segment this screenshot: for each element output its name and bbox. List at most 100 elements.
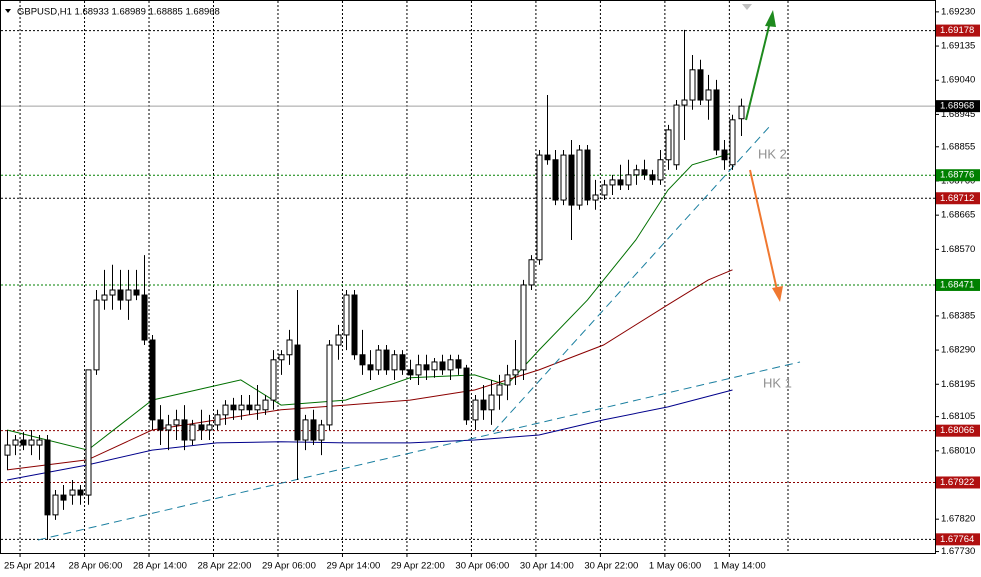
- y-tick-label: 1.68665: [941, 210, 975, 221]
- level-label: 1.68968: [940, 101, 974, 112]
- candle-body: [560, 154, 567, 201]
- candle-body: [133, 289, 140, 296]
- level-label-bg: [936, 424, 980, 437]
- y-tick-label: 1.68105: [941, 411, 975, 422]
- candle-body: [472, 399, 479, 421]
- candle-body: [165, 424, 172, 431]
- candle-body: [512, 369, 519, 376]
- y-tick-label: 1.68855: [941, 141, 975, 152]
- level-label-bg: [936, 533, 980, 546]
- candle-body: [399, 354, 406, 371]
- level-label-bg: [936, 24, 980, 37]
- candle-body: [729, 119, 736, 166]
- candle-body: [351, 294, 358, 356]
- candle-body: [318, 424, 325, 441]
- candle-body: [568, 154, 575, 206]
- x-tick-label: 29 Apr 22:00: [391, 561, 445, 572]
- candle-body: [60, 494, 67, 501]
- candle-body: [609, 179, 616, 186]
- level-label: 1.68066: [940, 425, 974, 436]
- level-label-bg: [936, 169, 980, 182]
- candle-body: [20, 439, 27, 446]
- candle-body: [286, 339, 293, 356]
- candle-body: [633, 169, 640, 176]
- x-tick-label: 29 Apr 14:00: [326, 561, 380, 572]
- candle-body: [141, 294, 148, 341]
- menu-triangle: [5, 9, 11, 13]
- y-tick-label: 1.68195: [941, 379, 975, 390]
- candle-body: [552, 159, 559, 201]
- level-label: 1.68776: [940, 170, 974, 181]
- trendline: [37, 361, 801, 541]
- candle-body: [625, 174, 632, 186]
- candle-body: [206, 424, 213, 431]
- candle-body: [689, 69, 696, 101]
- candle-body: [278, 354, 285, 361]
- candle-body: [173, 419, 180, 426]
- x-tick-label: 1 May 14:00: [713, 561, 765, 572]
- candle-body: [109, 289, 116, 296]
- candle-body: [496, 384, 503, 396]
- candle-body: [673, 104, 680, 166]
- level-label: 1.68712: [940, 193, 974, 204]
- trendlines: [37, 4, 801, 541]
- candle-body: [447, 359, 454, 371]
- candle-body: [375, 349, 382, 371]
- plot-frame: [0, 0, 936, 554]
- candle-body: [254, 404, 261, 411]
- candle-body: [222, 404, 229, 416]
- candles: [4, 29, 745, 541]
- level-label: 1.67922: [940, 477, 974, 488]
- candle-body: [528, 259, 535, 286]
- x-tick-label: 29 Apr 06:00: [262, 561, 316, 572]
- candle-body: [4, 444, 11, 456]
- x-tick-label: 25 Apr 2014: [4, 561, 55, 572]
- annotation: HK 2: [758, 146, 787, 161]
- candle-body: [302, 419, 309, 441]
- x-tick-label: 28 Apr 14:00: [133, 561, 187, 572]
- candle-body: [738, 105, 745, 120]
- candle-body: [69, 489, 76, 496]
- x-tick-label: 30 Apr 14:00: [520, 561, 574, 572]
- candle-body: [544, 154, 551, 161]
- arrow: [749, 169, 778, 291]
- level-label: 1.68471: [940, 279, 974, 290]
- x-tick-label: 30 Apr 22:00: [584, 561, 638, 572]
- candle-body: [246, 404, 253, 411]
- moving-average: [7, 389, 733, 481]
- trendline: [492, 125, 771, 433]
- candle-body: [536, 154, 543, 261]
- x-tick-label: 28 Apr 22:00: [198, 561, 252, 572]
- candle-body: [52, 494, 59, 516]
- candle-body: [310, 419, 317, 441]
- level-label-bg: [936, 278, 980, 291]
- candle-body: [189, 424, 196, 441]
- level-label-bg: [936, 476, 980, 489]
- candle-body: [117, 289, 124, 301]
- candle-body: [681, 99, 688, 106]
- candle-body: [415, 364, 422, 376]
- candle-body: [157, 419, 164, 431]
- candle-body: [576, 149, 583, 206]
- candle-body: [85, 369, 92, 496]
- candle-body: [480, 399, 487, 411]
- candle-body: [592, 194, 599, 201]
- y-tick-label: 1.69135: [941, 41, 975, 52]
- candle-body: [504, 374, 511, 386]
- candle-body: [657, 159, 664, 181]
- candle-body: [488, 394, 495, 411]
- y-tick-label: 1.69040: [941, 75, 975, 86]
- candle-body: [407, 369, 414, 376]
- candle-body: [101, 294, 108, 301]
- candle-body: [705, 89, 712, 101]
- level-label-bg: [936, 192, 980, 205]
- candle-body: [36, 439, 43, 446]
- levels: [1, 1, 935, 553]
- candle-body: [601, 184, 608, 196]
- y-tick-label: 1.68290: [941, 345, 975, 356]
- y-tick-label: 1.67730: [941, 546, 975, 557]
- candle-body: [77, 489, 84, 496]
- candle-body: [181, 419, 188, 441]
- shift-marker: [742, 4, 752, 10]
- moving-average: [7, 269, 733, 471]
